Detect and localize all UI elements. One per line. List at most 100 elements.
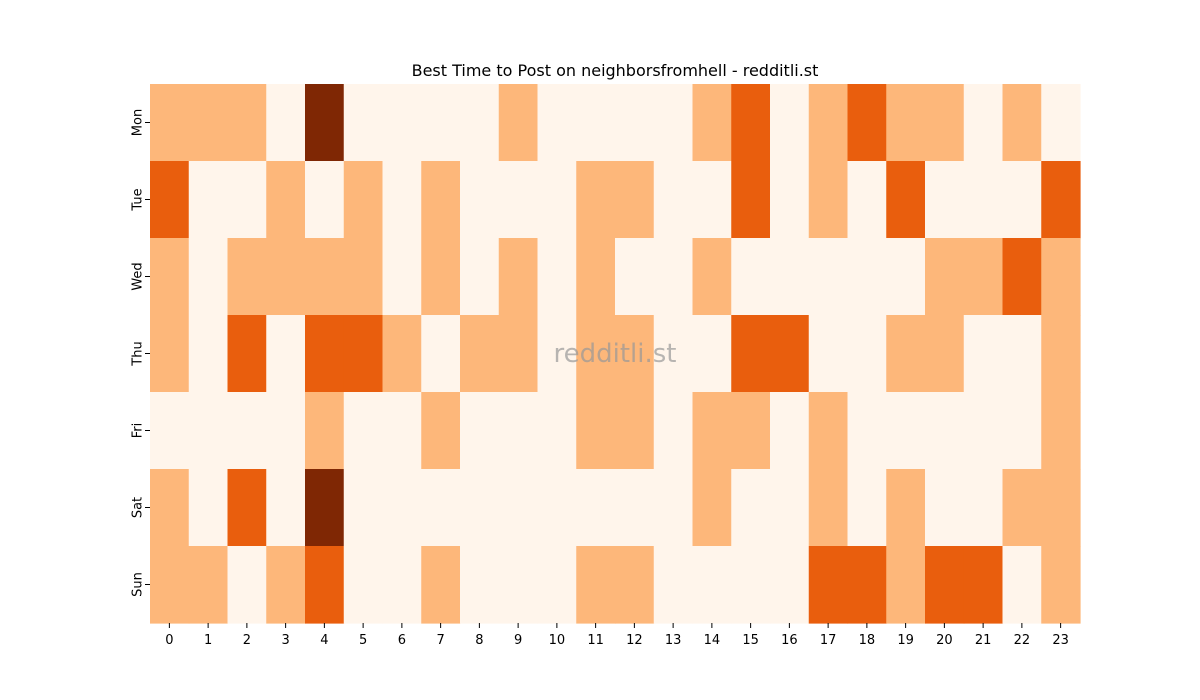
heatmap-cell (460, 161, 500, 239)
heatmap-cell (925, 546, 965, 624)
heatmap-cell (770, 392, 810, 470)
heatmap-cell (537, 161, 577, 239)
x-tick-label: 9 (514, 633, 522, 648)
x-tick-label: 6 (398, 633, 406, 648)
x-tick-label: 22 (1014, 633, 1031, 648)
heatmap-cell (343, 469, 384, 547)
heatmap-cell (576, 392, 616, 470)
heatmap-cell (731, 84, 771, 162)
x-tick-label: 0 (165, 633, 173, 648)
heatmap-cell (653, 315, 694, 393)
x-tick-label: 14 (704, 633, 721, 648)
heatmap-cell (266, 546, 306, 624)
heatmap-cell (808, 161, 849, 239)
heatmap-cell (692, 161, 732, 239)
heatmap-cell (498, 546, 539, 624)
heatmap-cell (615, 161, 655, 239)
heatmap-cell (305, 315, 345, 393)
heatmap-cell (460, 546, 500, 624)
heatmap-cell (382, 546, 422, 624)
heatmap-cell (847, 84, 887, 162)
heatmap-cell (770, 161, 810, 239)
heatmap-cell (421, 315, 461, 393)
x-tick-label: 15 (742, 633, 759, 648)
heatmap-cell (150, 84, 190, 162)
heatmap-cell (150, 469, 190, 547)
heatmap-cell (188, 315, 229, 393)
heatmap-cell (653, 546, 694, 624)
heatmap-cell (770, 469, 810, 547)
heatmap-cell (1002, 392, 1042, 470)
heatmap-cell (460, 84, 500, 162)
heatmap-cell (731, 238, 771, 316)
heatmap-cell (925, 161, 965, 239)
heatmap-cell (963, 84, 1004, 162)
heatmap-cell (653, 161, 694, 239)
chart-title: Best Time to Post on neighborsfromhell -… (412, 61, 819, 80)
heatmap-cell (808, 315, 849, 393)
heatmap-cell (305, 392, 345, 470)
heatmap-cell (653, 84, 694, 162)
heatmap-cell (576, 84, 616, 162)
y-axis: Mon Tue Wed Thu Fri Sat Sun (131, 109, 150, 597)
heatmap-cell (150, 238, 190, 316)
heatmap-cell (382, 392, 422, 470)
heatmap-cell (692, 315, 732, 393)
heatmap-cell (576, 238, 616, 316)
y-tick-label: Sun (131, 572, 146, 597)
heatmap-cell (382, 469, 422, 547)
heatmap-cell (266, 84, 306, 162)
heatmap-cell (498, 161, 539, 239)
heatmap-cell (808, 546, 849, 624)
x-tick-label: 20 (936, 633, 953, 648)
heatmap-cell (421, 546, 461, 624)
heatmap-cell (963, 392, 1004, 470)
heatmap-cell (266, 315, 306, 393)
heatmap-cell (963, 469, 1004, 547)
heatmap-cell (847, 469, 887, 547)
y-tick-label: Wed (131, 262, 146, 290)
heatmap-cell (615, 392, 655, 470)
heatmap-cell (692, 392, 732, 470)
heatmap-cell (537, 546, 577, 624)
heatmap-cell (343, 84, 384, 162)
heatmap-cell (1041, 238, 1081, 316)
heatmap-cell (576, 161, 616, 239)
heatmap-cells (150, 84, 1081, 624)
heatmap-cell (653, 392, 694, 470)
heatmap-cell (305, 161, 345, 239)
heatmap-cell (227, 84, 267, 162)
y-tick-label: Tue (131, 188, 146, 211)
heatmap-cell (576, 469, 616, 547)
x-tick-label: 21 (975, 633, 992, 648)
x-tick-label: 12 (626, 633, 643, 648)
heatmap-cell (537, 315, 577, 393)
heatmap-cell (305, 84, 345, 162)
heatmap-cell (188, 84, 229, 162)
x-tick-label: 8 (475, 633, 483, 648)
heatmap-cell (770, 546, 810, 624)
heatmap-cell (770, 315, 810, 393)
heatmap-cell (731, 546, 771, 624)
heatmap-cell (343, 161, 384, 239)
heatmap-cell (1041, 392, 1081, 470)
heatmap-cell (925, 469, 965, 547)
heatmap-cell (925, 392, 965, 470)
heatmap-cell (421, 392, 461, 470)
heatmap-cell (808, 84, 849, 162)
heatmap-cell (886, 315, 926, 393)
heatmap-cell (808, 238, 849, 316)
heatmap-cell (925, 315, 965, 393)
heatmap-cell (1002, 315, 1042, 393)
heatmap-cell (460, 392, 500, 470)
heatmap-cell (615, 469, 655, 547)
heatmap-cell (305, 238, 345, 316)
heatmap-cell (227, 392, 267, 470)
x-tick-label: 13 (665, 633, 682, 648)
heatmap-cell (770, 238, 810, 316)
heatmap-cell (886, 469, 926, 547)
watermark: redditli.st (554, 339, 677, 369)
heatmap-cell (421, 238, 461, 316)
heatmap-cell (460, 469, 500, 547)
